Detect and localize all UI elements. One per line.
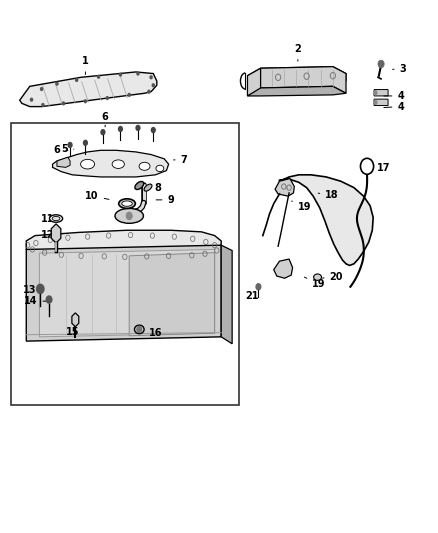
Circle shape: [36, 284, 45, 294]
Ellipse shape: [119, 199, 135, 208]
Text: 13: 13: [23, 286, 42, 295]
Ellipse shape: [81, 159, 95, 169]
Circle shape: [119, 72, 122, 77]
Ellipse shape: [52, 216, 60, 221]
Circle shape: [147, 90, 151, 94]
Polygon shape: [247, 86, 346, 96]
Ellipse shape: [144, 184, 152, 191]
Circle shape: [255, 283, 261, 290]
Polygon shape: [20, 72, 157, 107]
Text: 10: 10: [85, 191, 109, 201]
Circle shape: [100, 129, 106, 135]
Text: 19: 19: [304, 277, 325, 288]
Circle shape: [67, 142, 73, 148]
Circle shape: [373, 90, 378, 95]
Polygon shape: [26, 230, 221, 256]
Circle shape: [136, 326, 142, 333]
Text: 8: 8: [147, 183, 161, 192]
Polygon shape: [279, 175, 373, 265]
FancyBboxPatch shape: [374, 99, 388, 106]
Text: 21: 21: [245, 288, 258, 301]
Circle shape: [46, 295, 53, 304]
Polygon shape: [261, 67, 346, 93]
Circle shape: [75, 78, 78, 82]
Circle shape: [62, 101, 65, 106]
Polygon shape: [53, 150, 169, 177]
Circle shape: [152, 83, 155, 87]
Circle shape: [127, 93, 131, 97]
Circle shape: [136, 71, 140, 76]
Circle shape: [126, 212, 133, 220]
Text: 1: 1: [82, 56, 89, 75]
Ellipse shape: [156, 165, 164, 172]
Ellipse shape: [314, 274, 321, 280]
Text: 2: 2: [294, 44, 301, 61]
Circle shape: [41, 103, 45, 107]
Ellipse shape: [135, 181, 144, 190]
Text: 3: 3: [392, 64, 406, 74]
Circle shape: [84, 99, 87, 103]
Text: 17: 17: [371, 163, 390, 173]
Polygon shape: [247, 67, 346, 81]
Circle shape: [106, 96, 109, 100]
Polygon shape: [129, 253, 215, 336]
Circle shape: [40, 87, 43, 91]
Circle shape: [378, 60, 384, 68]
Text: 9: 9: [156, 195, 174, 205]
Ellipse shape: [115, 208, 143, 223]
FancyBboxPatch shape: [374, 90, 388, 96]
Ellipse shape: [134, 325, 144, 334]
Circle shape: [149, 75, 153, 79]
Polygon shape: [275, 179, 294, 196]
Ellipse shape: [139, 163, 150, 171]
Text: 18: 18: [318, 190, 339, 199]
Circle shape: [135, 125, 141, 131]
Text: 20: 20: [322, 272, 343, 282]
Text: 5: 5: [61, 144, 74, 154]
Polygon shape: [39, 249, 215, 337]
Polygon shape: [26, 245, 221, 341]
Circle shape: [83, 140, 88, 146]
Text: 4: 4: [384, 102, 404, 111]
Polygon shape: [51, 224, 61, 243]
Circle shape: [118, 126, 123, 132]
Circle shape: [97, 75, 100, 79]
Polygon shape: [274, 259, 293, 278]
Circle shape: [55, 82, 59, 86]
Polygon shape: [72, 313, 79, 327]
Ellipse shape: [112, 160, 124, 168]
Text: 6: 6: [53, 146, 68, 155]
Circle shape: [30, 98, 33, 102]
Circle shape: [373, 100, 378, 105]
Circle shape: [151, 127, 156, 133]
Text: 12: 12: [41, 230, 57, 239]
Text: 11: 11: [42, 214, 55, 223]
Text: 15: 15: [66, 321, 79, 336]
Text: 7: 7: [173, 155, 187, 165]
Text: 6: 6: [102, 112, 109, 127]
Polygon shape: [57, 157, 70, 167]
Ellipse shape: [122, 201, 132, 206]
Ellipse shape: [49, 215, 63, 222]
Polygon shape: [247, 68, 261, 96]
Text: 14: 14: [24, 296, 48, 306]
Text: 19: 19: [292, 201, 311, 212]
Polygon shape: [221, 245, 232, 344]
Circle shape: [360, 158, 374, 174]
Text: 16: 16: [143, 328, 162, 338]
Bar: [11, 123, 239, 405]
Text: 4: 4: [384, 91, 404, 101]
